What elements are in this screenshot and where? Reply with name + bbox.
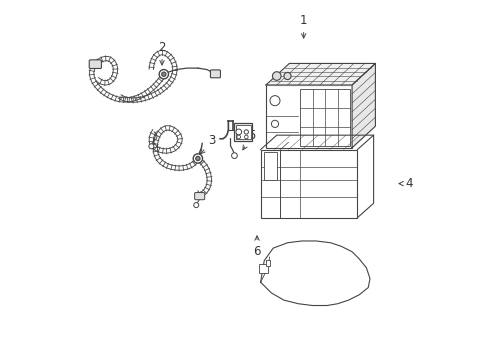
Polygon shape [260,241,369,306]
Circle shape [284,72,290,80]
Text: 6: 6 [253,236,260,258]
Circle shape [159,69,168,79]
Bar [300,89,349,146]
Bar [264,152,276,180]
Text: 4: 4 [398,177,412,190]
Bar [236,125,250,139]
Bar [260,149,357,218]
Bar [234,123,252,140]
Polygon shape [265,63,375,85]
Circle shape [237,135,240,139]
Circle shape [271,120,278,127]
Bar [265,85,351,148]
Text: 1: 1 [299,14,307,38]
Circle shape [195,156,200,161]
Circle shape [193,203,198,208]
Circle shape [269,96,280,106]
Polygon shape [351,63,375,148]
Circle shape [193,154,202,163]
Text: 2: 2 [158,41,165,65]
Bar [265,260,269,266]
Circle shape [244,135,247,139]
Circle shape [231,153,237,158]
Circle shape [148,144,154,149]
FancyBboxPatch shape [194,193,204,200]
Circle shape [162,72,165,76]
Circle shape [272,72,281,80]
Text: 3: 3 [200,134,216,154]
FancyBboxPatch shape [210,70,220,78]
Bar [258,264,267,273]
FancyBboxPatch shape [89,60,101,68]
Circle shape [235,129,241,135]
Text: 5: 5 [243,129,255,150]
Circle shape [244,130,248,134]
